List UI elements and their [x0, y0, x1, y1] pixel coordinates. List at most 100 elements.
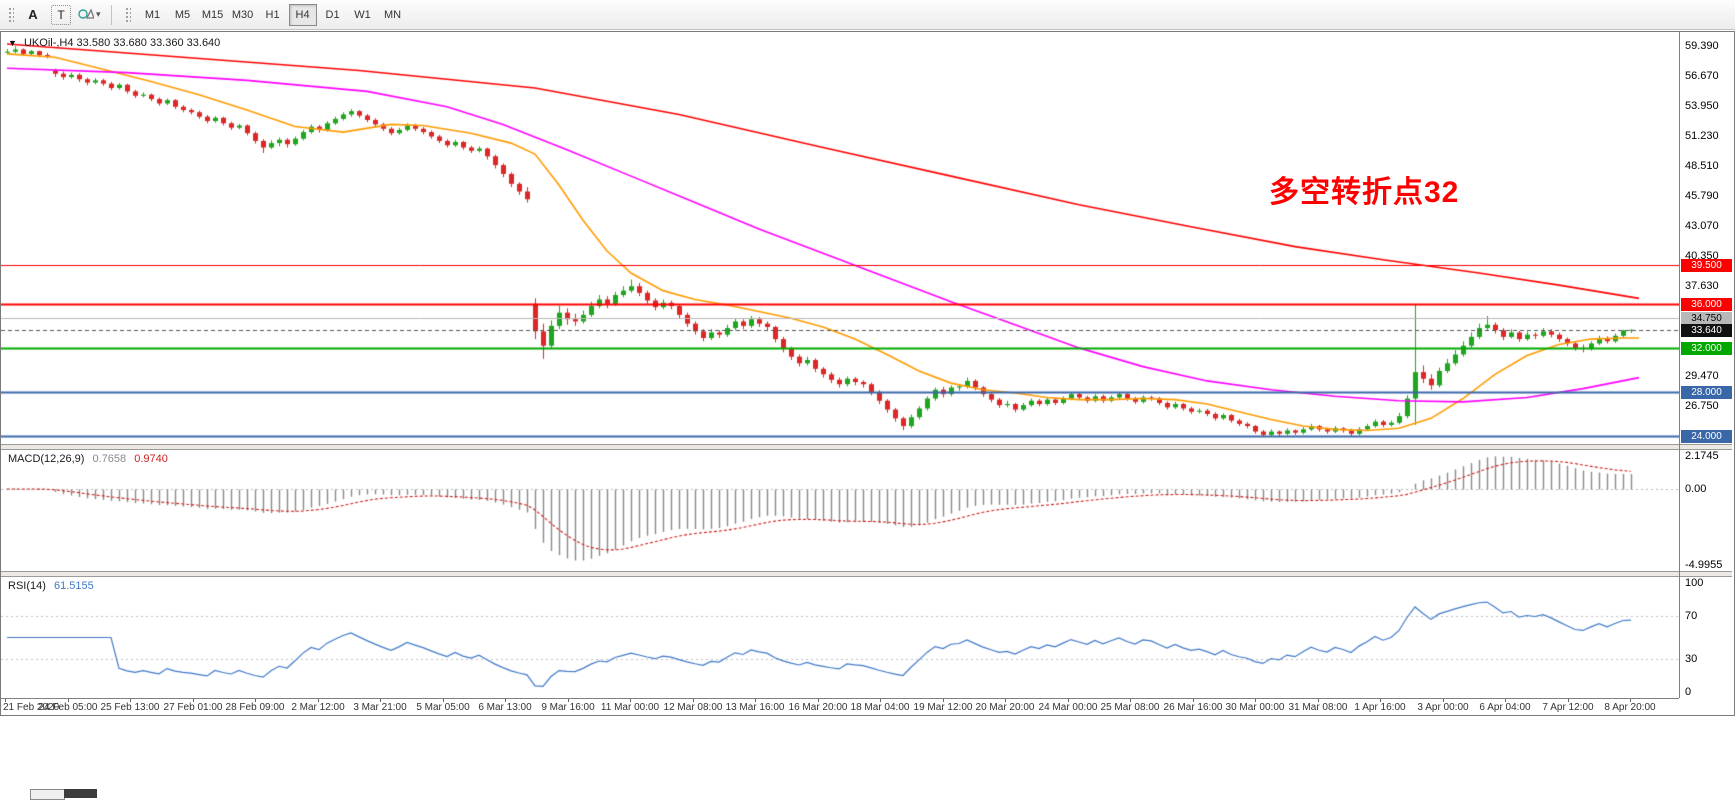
toolbar-grip[interactable]: [7, 5, 14, 24]
price-axis-label: -4.9955: [1685, 559, 1723, 571]
time-axis-tick: [880, 699, 881, 702]
time-axis-tick: [1130, 699, 1131, 702]
price-axis-label: 37.630: [1685, 279, 1719, 292]
bottom-left-fragment-dark: [64, 789, 97, 798]
time-axis-label: 6 Mar 13:00: [478, 702, 532, 713]
time-axis-label: 20 Mar 20:00: [975, 702, 1035, 713]
price-axis-label: 56.670: [1685, 70, 1719, 83]
timeframe-button-m30[interactable]: M30: [231, 8, 254, 21]
rsi-pane-canvas[interactable]: [1, 577, 1679, 698]
time-axis-label: 6 Apr 04:00: [1479, 702, 1531, 713]
price-axis-label: 100: [1685, 577, 1704, 589]
time-axis-label: 21 Feb 2020: [3, 702, 60, 713]
pane-splitter-rsi[interactable]: [1, 571, 1732, 577]
time-axis-label: 26 Mar 16:00: [1163, 702, 1223, 713]
chart-window: 21 Feb 2020 24 Feb 05:00 25 Feb 13:00 27 Fe…: [0, 31, 1735, 716]
macd-pane-canvas[interactable]: [1, 450, 1679, 571]
macd-title-text: MACD(12,26,9): [8, 453, 85, 465]
time-axis-tick: [505, 699, 506, 702]
time-axis-tick: [318, 699, 319, 702]
time-axis-label: 13 Mar 16:00: [725, 702, 785, 713]
price-axis-label: 29.470: [1685, 369, 1719, 382]
price-axis-label: 43.070: [1685, 220, 1719, 232]
time-axis-label: 25 Feb 13:00: [100, 702, 160, 713]
timeframes-grip[interactable]: [123, 5, 131, 24]
price-axis-box: 28.000: [1681, 385, 1732, 399]
time-axis-tick: [818, 699, 819, 702]
timeframe-button-mn[interactable]: MN: [383, 8, 402, 21]
time-axis-label: 24 Feb 05:00: [38, 702, 98, 713]
price-axis-label: 30: [1685, 653, 1698, 666]
timeframe-button-m15[interactable]: M15: [201, 8, 224, 21]
chart-annotation-text: 多空转折点32: [1269, 176, 1460, 209]
time-axis-tick: [5, 699, 6, 702]
main-chart-canvas[interactable]: [1, 33, 1679, 444]
draw-text-button[interactable]: A: [28, 7, 38, 22]
time-axis-label: 31 Mar 08:00: [1288, 702, 1348, 713]
chart-symbol-header: ▼ UKOil-,H4 33.580 33.680 33.360 33.640: [8, 37, 220, 49]
time-axis-tick: [1193, 699, 1194, 702]
macd-indicator-label: MACD(12,26,9) 0.7658 0.9740: [8, 453, 168, 465]
price-axis-border: [1679, 32, 1680, 698]
rsi-title-text: RSI(14): [8, 580, 46, 592]
time-axis-label: 28 Feb 09:00: [225, 702, 285, 713]
price-axis-label: 59.390: [1685, 40, 1719, 53]
dropdown-arrow-icon: ▾: [96, 9, 101, 19]
time-axis-label: 19 Mar 12:00: [913, 702, 973, 713]
time-axis-label: 1 Apr 16:00: [1354, 702, 1406, 713]
time-axis: 21 Feb 2020 24 Feb 05:00 25 Feb 13:00 27 Fe…: [1, 698, 1679, 715]
price-axis-label: 53.950: [1685, 100, 1719, 113]
rsi-indicator-label: RSI(14) 61.5155: [8, 580, 94, 592]
timeframe-button-d1[interactable]: D1: [325, 8, 340, 21]
shapes-menu-button[interactable]: ▾: [77, 3, 102, 27]
time-axis-label: 3 Mar 21:00: [353, 702, 407, 713]
price-axis-box: 24.000: [1681, 429, 1732, 443]
timeframe-button-h1[interactable]: H1: [265, 8, 280, 21]
price-axis-label: 45.790: [1685, 190, 1719, 203]
time-axis-tick: [1380, 699, 1381, 702]
timeframe-button-w1[interactable]: W1: [354, 8, 371, 21]
price-axis-label: 2.1745: [1685, 450, 1719, 462]
time-axis-tick: [255, 699, 256, 702]
one-click-trading-arrow-icon[interactable]: ▼: [8, 38, 17, 48]
time-axis-tick: [380, 699, 381, 702]
time-axis-tick: [693, 699, 694, 702]
macd-signal-value: 0.9740: [134, 453, 168, 465]
symbol-ohlc-title: UKOil-,H4 33.580 33.680 33.360 33.640: [23, 37, 221, 49]
price-axis-label: 70: [1685, 609, 1698, 622]
price-axis-box: 32.000: [1681, 341, 1732, 355]
bottom-left-fragment-light: [30, 789, 65, 800]
time-axis-tick: [755, 699, 756, 702]
price-axis-label: 0: [1685, 686, 1692, 698]
time-axis-tick: [443, 699, 444, 702]
toolbar-separator: [110, 4, 112, 25]
time-axis-label: 5 Mar 05:00: [416, 702, 470, 713]
draw-text-label-button[interactable]: T: [51, 4, 71, 25]
timeframe-button-m1[interactable]: M1: [144, 8, 161, 21]
shapes-icon: [78, 6, 95, 23]
time-axis-tick: [130, 699, 131, 702]
time-axis-label: 18 Mar 04:00: [850, 702, 910, 713]
timeframe-button-m5[interactable]: M5: [174, 8, 191, 21]
pane-splitter-macd[interactable]: [1, 444, 1732, 450]
time-axis-tick: [630, 699, 631, 702]
time-axis-label: 27 Feb 01:00: [163, 702, 223, 713]
time-axis-tick: [1005, 699, 1006, 702]
time-axis-tick: [1443, 699, 1444, 702]
timeframe-button-h4[interactable]: H4: [288, 3, 317, 26]
time-axis-tick: [1568, 699, 1569, 702]
price-axis-label: 0.00: [1685, 483, 1707, 496]
time-axis-label: 24 Mar 00:00: [1038, 702, 1098, 713]
time-axis-label: 11 Mar 00:00: [600, 702, 660, 713]
time-axis-tick: [1068, 699, 1069, 702]
time-axis-label: 9 Mar 16:00: [541, 702, 595, 713]
price-axis-box: 39.500: [1681, 259, 1732, 273]
time-axis-tick: [68, 699, 69, 702]
time-axis-label: 25 Mar 08:00: [1100, 702, 1160, 713]
time-axis-label: 12 Mar 08:00: [663, 702, 723, 713]
time-axis-tick: [943, 699, 944, 702]
time-axis-tick: [1630, 699, 1631, 702]
price-axis-box: 34.750: [1681, 311, 1732, 325]
time-axis-tick: [193, 699, 194, 702]
time-axis-tick: [1255, 699, 1256, 702]
